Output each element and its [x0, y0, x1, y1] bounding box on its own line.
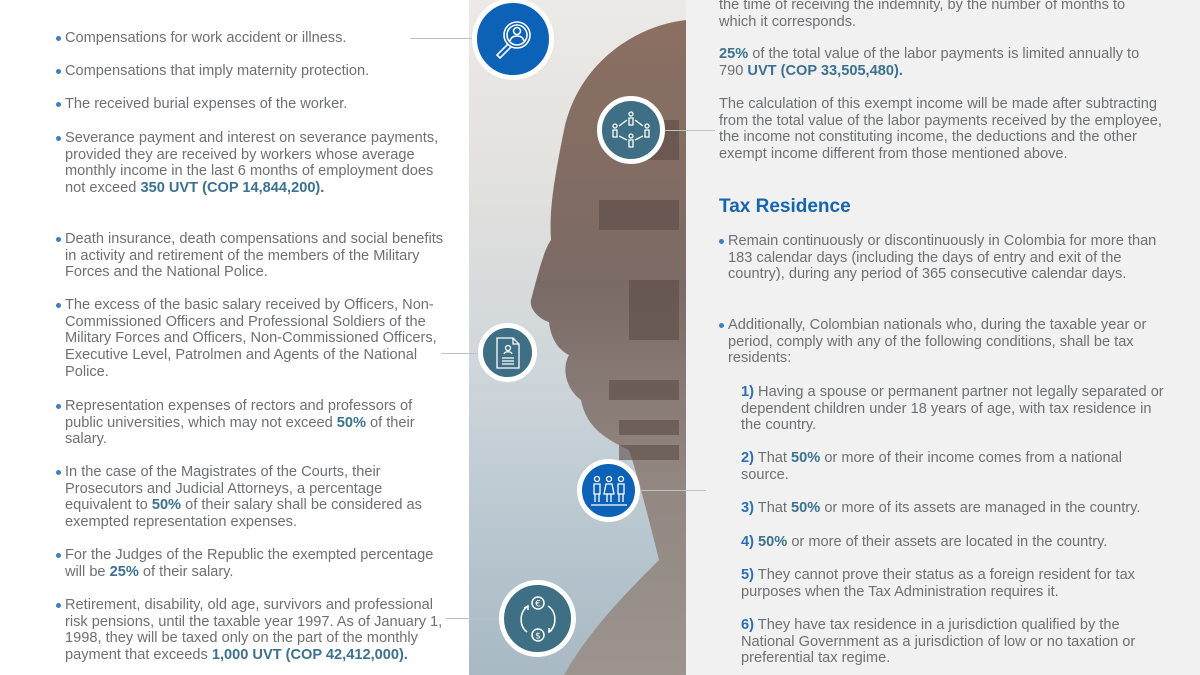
right-column [686, 0, 1200, 675]
list-item: Compensations for work accident or illne… [56, 30, 450, 47]
condition-text: They cannot prove their status as a fore… [741, 567, 1135, 600]
bullet-icon [56, 553, 61, 558]
bullet-icon [719, 323, 724, 328]
bullet-icon [56, 404, 61, 409]
highlight: 50% [791, 450, 821, 466]
list-item: For the Judges of the Republic the exemp… [56, 547, 450, 580]
family-group-icon [577, 459, 640, 522]
resume-document-icon [478, 323, 537, 382]
left-column: Compensations for work accident or illne… [0, 0, 469, 675]
condition-item: 6) They have tax residence in a jurisdic… [741, 617, 1171, 667]
bullet-icon [56, 102, 61, 107]
highlight: 1,000 UVT (COP 42,412,000). [211, 647, 408, 664]
condition-text: That [753, 450, 792, 466]
bullet-icon [56, 69, 61, 74]
highlight: 25% [719, 46, 749, 62]
condition-text: They have tax residence in a jurisdictio… [741, 617, 1136, 667]
paragraph: 25% of the total value of the labor paym… [719, 46, 1164, 79]
item-text: In the case of the Magistrates of the Co… [65, 464, 383, 514]
item-text: Death insurance, death compensations and… [65, 231, 444, 281]
bullet-icon [719, 239, 724, 244]
item-text: Additionally, Colombian nationals who, d… [728, 317, 1147, 367]
condition-item: 4) 50% or more of their assets are locat… [741, 534, 1171, 551]
condition-text: or more of their income comes from a nat… [741, 450, 1122, 483]
highlight: 50% [336, 414, 366, 431]
magnifier-person-icon [472, 0, 554, 80]
condition-item: 2) That 50% or more of their income come… [741, 450, 1171, 483]
list-item: The received burial expenses of the work… [56, 96, 450, 113]
highlight: UVT (COP 33,505,480). [747, 62, 903, 79]
list-item: Retirement, disability, old age, survivo… [56, 597, 450, 664]
list-item: In the case of the Magistrates of the Co… [56, 464, 450, 531]
highlight: 50% [758, 534, 788, 550]
condition-item: 1) Having a spouse or permanent partner … [741, 384, 1171, 434]
item-text: Compensations that imply maternity prote… [65, 63, 370, 79]
paragraph: The calculation of this exempt income wi… [719, 96, 1162, 163]
highlight: 350 UVT (COP 14,844,200). [140, 180, 325, 197]
bullet-icon [56, 237, 61, 242]
paragraph: the time of receiving the indemnity, by … [719, 0, 1126, 30]
people-network-icon [597, 96, 665, 164]
bullet-icon [56, 470, 61, 475]
connector-line [410, 38, 472, 39]
item-text: of their salary. [65, 414, 415, 448]
list-item: The excess of the basic salary received … [56, 297, 450, 381]
list-item: Additionally, Colombian nationals who, d… [719, 317, 1168, 367]
highlight: 25% [109, 563, 139, 580]
condition-text: That [753, 500, 792, 516]
condition-text: or more of their assets are located in t… [787, 534, 1108, 550]
list-item: Representation expenses of rectors and p… [56, 398, 450, 448]
condition-number: 2) [741, 450, 754, 466]
condition-number: 3) [741, 500, 754, 516]
item-text: Remain continuously or discontinuously i… [728, 233, 1157, 283]
item-text: Retirement, disability, old age, survivo… [65, 597, 443, 664]
item-text: Severance payment and interest on severa… [65, 130, 439, 197]
connector-line [662, 130, 715, 131]
list-item: Death insurance, death compensations and… [56, 231, 450, 281]
list-item: Compensations that imply maternity prote… [56, 63, 450, 80]
condition-item: 3) That 50% or more of its assets are ma… [741, 500, 1171, 517]
item-text: The received burial expenses of the work… [65, 96, 348, 112]
connector-line [446, 618, 502, 619]
item-text: For the Judges of the Republic the exemp… [65, 547, 434, 580]
item-text: of their salary shall be considered as e… [65, 497, 422, 531]
condition-text: or more of its assets are managed in the… [820, 500, 1141, 516]
item-text: Representation expenses of rectors and p… [65, 398, 413, 431]
svg-text:€: € [535, 599, 541, 609]
svg-text:$: $ [535, 631, 541, 641]
condition-text: Having a spouse or permanent partner not… [741, 384, 1164, 434]
condition-number: 5) [741, 567, 754, 583]
paragraph-text: of the total value of the labor payments… [719, 46, 1140, 79]
item-text: Compensations for work accident or illne… [65, 30, 347, 46]
condition-number: 4) [741, 534, 754, 550]
list-item: Remain continuously or discontinuously i… [719, 233, 1168, 283]
bullet-icon [56, 303, 61, 308]
condition-number: 6) [741, 617, 754, 633]
bullet-icon [56, 603, 61, 608]
list-item: Severance payment and interest on severa… [56, 130, 450, 197]
highlight: 50% [791, 500, 821, 516]
section-heading: Tax Residence [719, 196, 851, 217]
item-text: The excess of the basic salary received … [65, 297, 437, 380]
currency-exchange-icon: € $ [499, 580, 576, 657]
highlight: 50% [151, 497, 182, 514]
connector-line [636, 490, 706, 491]
condition-number: 1) [741, 384, 754, 400]
connector-line [441, 353, 481, 354]
bullet-icon [56, 36, 61, 41]
condition-item: 5) They cannot prove their status as a f… [741, 567, 1171, 600]
bullet-icon [56, 136, 61, 141]
item-text: of their salary. [138, 563, 234, 580]
